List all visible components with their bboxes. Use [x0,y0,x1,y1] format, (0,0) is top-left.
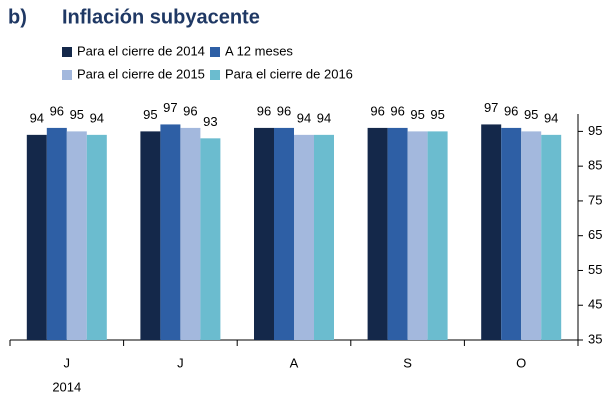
x-tick-label: J [64,355,71,370]
legend-swatch [210,70,220,80]
bar [521,131,542,340]
value-label: 95 [410,107,424,122]
chart-title: Inflación subyacente [62,6,260,28]
bar [294,134,314,340]
value-label: 94 [297,110,311,125]
value-label: 95 [143,107,157,122]
bar [481,124,502,340]
legend-label: Para el cierre de 2015 [77,66,205,81]
value-label: 94 [317,110,331,125]
legend-swatch [62,70,72,80]
y-tick-label: 55 [588,262,602,277]
year-label: 2014 [52,379,81,394]
x-tick-label: O [516,355,526,370]
value-label: 97 [163,100,177,115]
value-label: 96 [257,103,271,118]
bar [367,127,388,341]
value-label: 94 [90,110,104,125]
value-label: 96 [390,103,404,118]
value-label: 96 [277,103,291,118]
bar [26,134,47,340]
x-tick-label: A [290,355,299,370]
bar [160,124,181,340]
y-tick-label: 95 [588,123,602,138]
value-label: 95 [70,107,84,122]
bar [314,134,334,340]
y-tick-label: 65 [588,227,602,242]
value-label: 96 [504,103,518,118]
bar [427,131,448,340]
panel-label: b) [8,6,27,28]
bar [501,127,522,341]
y-tick-label: 85 [588,158,602,173]
value-label: 94 [30,110,44,125]
bar [140,131,161,340]
bar [387,127,408,341]
bar [200,138,221,340]
y-tick-label: 45 [588,297,602,312]
legend-label: Para el cierre de 2014 [77,43,205,58]
legend-swatch [210,47,220,57]
value-label: 96 [183,103,197,118]
bar [66,131,87,340]
value-label: 94 [544,110,558,125]
legend-swatch [62,47,72,57]
bar [86,134,107,340]
bar [407,131,428,340]
legend-label: A 12 meses [225,43,293,58]
bar [541,134,562,340]
legend-label: Para el cierre de 2016 [225,66,353,81]
x-tick-label: J [177,355,184,370]
value-label: 96 [370,103,384,118]
y-tick-label: 75 [588,192,602,207]
value-label: 93 [203,114,217,129]
bar [274,127,294,341]
bar [254,127,274,341]
value-label: 95 [430,107,444,122]
value-label: 96 [50,103,64,118]
value-label: 95 [524,107,538,122]
y-tick-label: 35 [588,331,602,346]
bar [180,127,201,341]
x-tick-label: S [403,355,412,370]
value-label: 97 [484,100,498,115]
bar [46,127,67,341]
